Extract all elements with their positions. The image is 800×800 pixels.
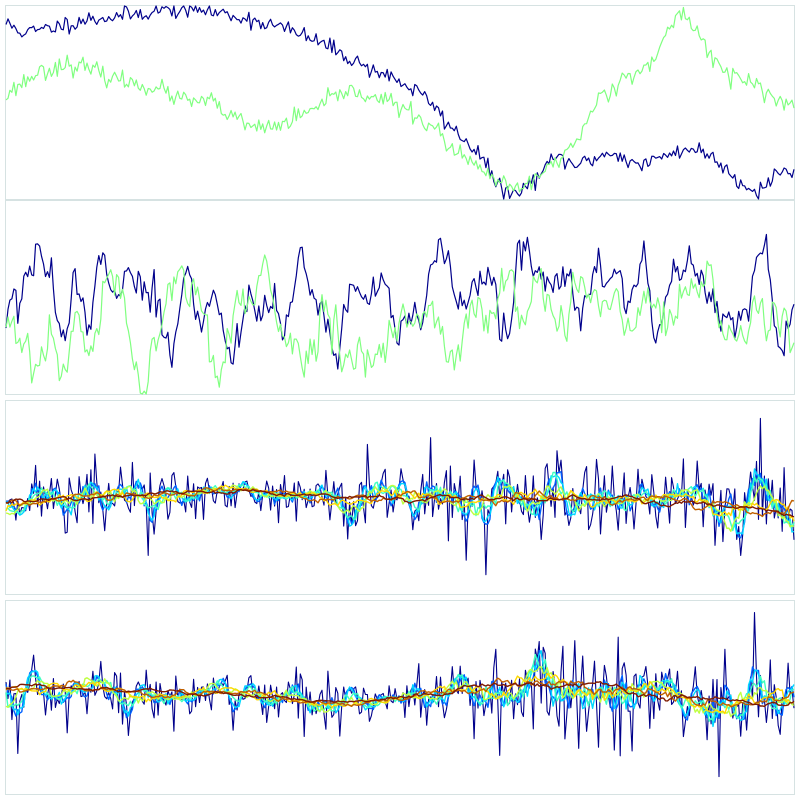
panel-4-frame <box>5 600 795 795</box>
panel-2-oscillating-lines <box>5 200 795 395</box>
panel-4-layer-3-line <box>5 650 795 728</box>
panel-3-layer-8-line <box>5 489 795 518</box>
panel-1-series-2-line <box>5 6 795 193</box>
panel-1-frame <box>5 5 795 200</box>
panel-3-layer-3-line <box>5 468 795 535</box>
panel-4-layer-8-line <box>5 681 795 708</box>
panel-4-multiscale-lines <box>5 600 795 795</box>
panel-2-frame <box>5 200 795 395</box>
panel-3-layer-2-line <box>5 471 795 539</box>
panel-3-multiscale-lines <box>5 400 795 595</box>
panel-2-series-2-line <box>5 254 795 395</box>
panel-2-series-1-line <box>5 233 795 370</box>
panel-4-layer-6-line <box>5 672 794 715</box>
panel-1-trend-lines <box>5 5 795 200</box>
panel-3-frame <box>5 400 795 595</box>
panel-1-series-1-line <box>5 5 795 200</box>
